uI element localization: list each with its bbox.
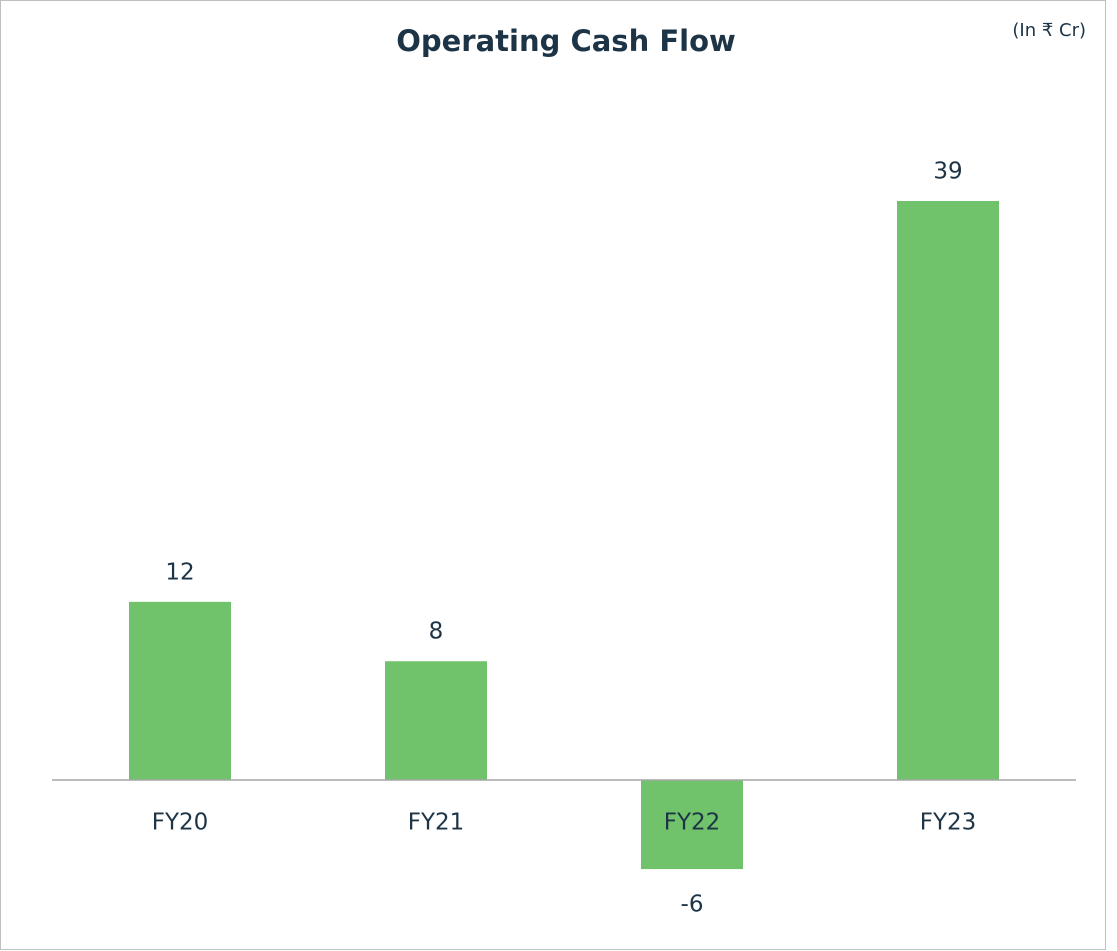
chart-title: Operating Cash Flow bbox=[396, 24, 736, 58]
data-label: 12 bbox=[165, 559, 194, 585]
x-tick-label: FY23 bbox=[920, 810, 977, 836]
x-tick-label: FY20 bbox=[152, 810, 209, 836]
data-label: 39 bbox=[933, 159, 962, 185]
bar bbox=[897, 201, 999, 780]
x-tick-label: FY22 bbox=[664, 810, 721, 836]
data-label: 8 bbox=[429, 619, 444, 645]
x-tick-label: FY21 bbox=[408, 810, 465, 836]
bar bbox=[129, 601, 231, 780]
bar bbox=[385, 661, 487, 780]
bar bbox=[641, 780, 743, 870]
chart-subtitle: (In ₹ Cr) bbox=[1012, 20, 1086, 41]
data-label: -6 bbox=[681, 892, 704, 918]
